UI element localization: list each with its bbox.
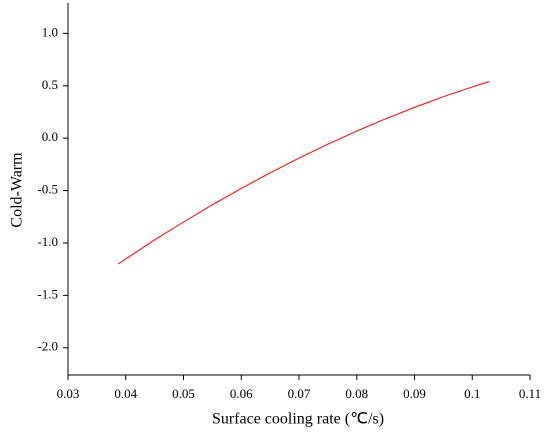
x-tick-label: 0.05 xyxy=(172,386,195,401)
y-tick-label: -1.0 xyxy=(37,234,58,249)
x-tick-label: 0.08 xyxy=(345,386,368,401)
x-axis-label: Surface cooling rate (℃/s) xyxy=(212,411,384,428)
y-axis-label: Cold-Warm xyxy=(9,152,26,228)
x-tick-label: 0.09 xyxy=(403,386,426,401)
y-tick-label: -0.5 xyxy=(37,182,58,197)
x-tick-label: 0.11 xyxy=(519,386,541,401)
x-tick-label: 0.04 xyxy=(114,386,137,401)
y-tick-label: 0.0 xyxy=(42,129,58,144)
y-tick-label: -2.0 xyxy=(37,339,58,354)
x-tick-label: 0.07 xyxy=(288,386,311,401)
y-tick-label: 1.0 xyxy=(42,24,58,39)
x-tick-label: 0.06 xyxy=(230,386,253,401)
line xyxy=(117,81,490,265)
x-tick-label: 0.1 xyxy=(464,386,480,401)
y-tick-label: -1.5 xyxy=(37,286,58,301)
x-tick-label: 0.03 xyxy=(57,386,80,401)
y-tick-label: 0.5 xyxy=(42,77,58,92)
